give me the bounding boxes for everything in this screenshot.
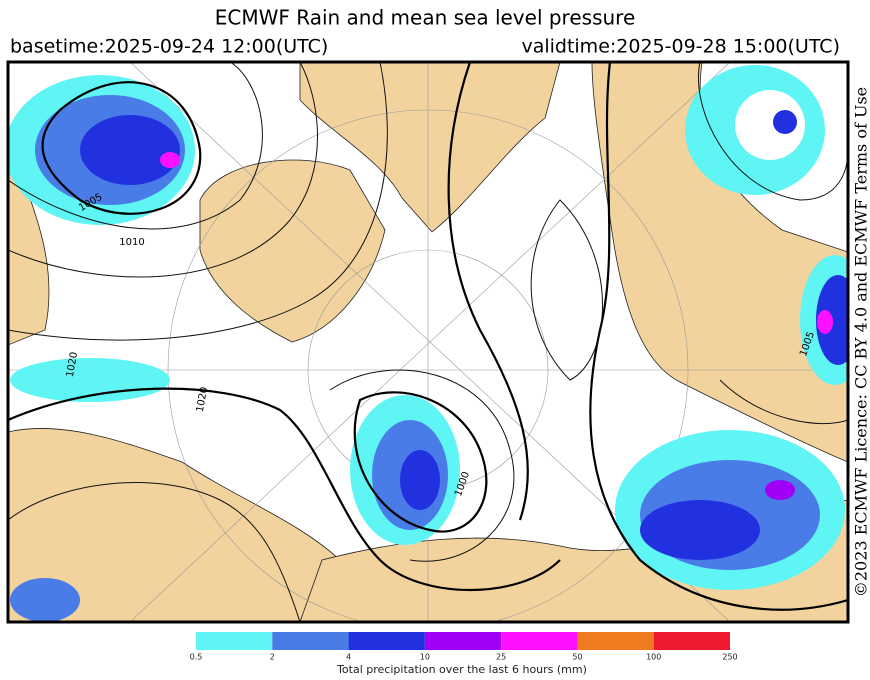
colorbar-tick-label: 10 xyxy=(420,653,430,662)
colorbar-tick-label: 50 xyxy=(572,653,582,662)
title: ECMWF Rain and mean sea level pressure xyxy=(215,6,636,30)
colorbar-segment xyxy=(424,632,502,650)
map: 1005 1010 1020 1000 1020 1005 xyxy=(6,60,850,624)
colorbar-tick-label: 4 xyxy=(346,653,351,662)
colorbar-segment xyxy=(653,632,730,650)
colorbar-segment xyxy=(272,632,349,650)
colorbar-tick-label: 0.5 xyxy=(190,653,203,662)
colorbar-tick-label: 250 xyxy=(722,653,737,662)
isobar-label: 1020 xyxy=(195,386,210,413)
colorbar-segment xyxy=(348,632,425,650)
colorbar-caption: Total precipitation over the last 6 hour… xyxy=(336,663,587,676)
colorbar-tick-label: 2 xyxy=(270,653,275,662)
colorbar-tick-label: 25 xyxy=(496,653,506,662)
colorbar-tick-label: 100 xyxy=(646,653,661,662)
licence: ©2023 ECMWF Licence: CC BY 4.0 and ECMWF… xyxy=(852,87,870,597)
isobar-label: 1020 xyxy=(65,351,80,378)
colorbar-segment xyxy=(501,632,578,650)
basetime: basetime:2025-09-24 12:00(UTC) xyxy=(10,36,328,58)
isobar-label: 1010 xyxy=(119,237,144,248)
colorbar: 0.5 2 4 10 25 50 100 250 xyxy=(190,632,738,662)
colorbar-segment xyxy=(577,632,654,650)
colorbar-segment xyxy=(196,632,273,650)
validtime: validtime:2025-09-28 15:00(UTC) xyxy=(521,36,840,58)
